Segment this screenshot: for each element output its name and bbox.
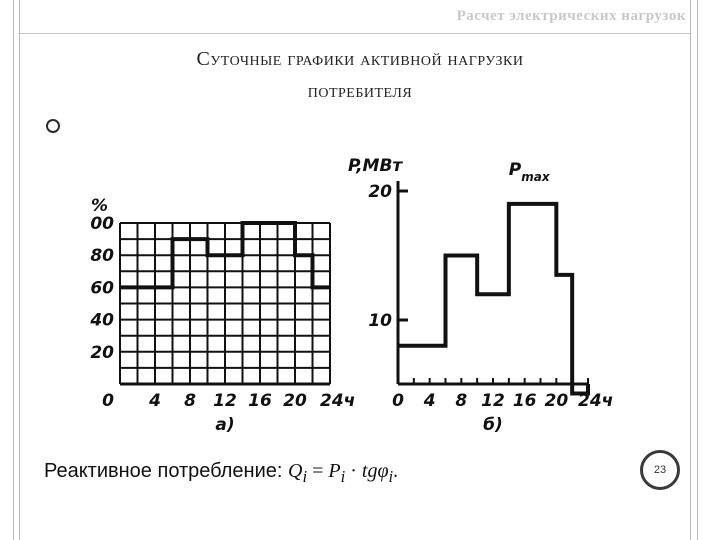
y-axis-label: % [91, 196, 108, 216]
x-tick-label: 12 [213, 391, 237, 411]
x-tick-label: 8 [455, 391, 467, 411]
formula-q-sub: i [302, 467, 308, 486]
y-tick-label: 20 [368, 182, 392, 202]
formula-prefix: Реактивное потребление: [44, 460, 283, 482]
x-tick-label: 20 [283, 391, 307, 411]
slide-subtitle: потребителя [307, 86, 413, 101]
slide-title: Суточные графики активной нагрузки [196, 48, 524, 70]
formula-end: . [393, 460, 399, 482]
y-tick-label: 10 [368, 311, 392, 331]
page-number-badge: 23 [640, 450, 680, 490]
x-tick-label: 24ч [578, 391, 613, 411]
y-tick-label: 20 [90, 343, 114, 363]
y-tick-label: 40 [90, 311, 114, 331]
x-tick-label: 0 [392, 391, 404, 411]
formula-eq: = [312, 460, 324, 482]
formula-p-sub: i [340, 467, 346, 486]
load-series-line [398, 201, 590, 396]
formula-dot: · [350, 460, 357, 482]
x-tick-label: 4 [423, 391, 436, 411]
y-tick-label: 80 [90, 246, 114, 266]
y-axis-label: P,МВт [348, 156, 403, 176]
slide-frame-right [690, 0, 698, 540]
x-tick-label: 12 [481, 391, 505, 411]
x-tick-label: 24ч [320, 391, 355, 411]
pmax-annotation: Pmax [509, 160, 551, 184]
x-tick-label: 16 [248, 391, 272, 411]
y-tick-label: 60 [90, 278, 114, 298]
bullet-icon [46, 119, 60, 133]
formula-tg: tgφ [361, 460, 389, 482]
page-number: 23 [653, 464, 667, 476]
formula-p: P [328, 460, 341, 482]
reactive-formula: Реактивное потребление: Qi = Pi · tgφi. [44, 460, 398, 487]
slide-frame-left [13, 0, 20, 540]
chart-caption: а) [215, 415, 234, 435]
x-tick-label: 0 [102, 391, 114, 411]
formula-tg-sub: i [388, 467, 394, 486]
header-title: Расчет электрических нагрузок [456, 8, 686, 24]
formula-q: Q [288, 460, 303, 482]
x-tick-label: 8 [184, 391, 196, 411]
load-series-line [120, 221, 330, 290]
x-tick-label: 20 [544, 391, 568, 411]
y-tick-label: 100 [90, 214, 114, 234]
x-tick-label: 4 [148, 391, 161, 411]
chart-caption: б) [483, 415, 503, 435]
chart-b: 10 20 P,МВт Pmax 0 4 8 12 16 20 24ч б) [348, 156, 613, 435]
x-tick-label: 16 [513, 391, 537, 411]
header-divider [18, 33, 690, 34]
chart-a: 20 40 60 80 100% 0 4 8 12 16 20 24ч а) [90, 196, 355, 435]
